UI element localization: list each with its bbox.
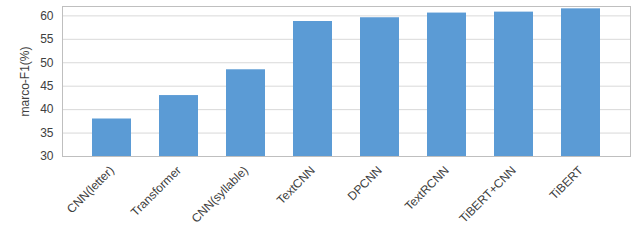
svg-text:TextRCNN: TextRCNN [402,163,452,213]
svg-text:DPCNN: DPCNN [345,163,385,203]
svg-text:60: 60 [40,9,54,23]
svg-text:50: 50 [40,56,54,70]
svg-text:marco-F1(%): marco-F1(%) [18,46,32,116]
svg-text:TiBERT+CNN: TiBERT+CNN [456,163,518,225]
svg-text:TiBERT: TiBERT [547,163,587,203]
svg-text:30: 30 [40,149,54,163]
svg-text:Transformer: Transformer [128,163,184,219]
svg-text:55: 55 [40,32,54,46]
svg-text:CNN(syllable): CNN(syllable) [189,163,251,225]
svg-text:45: 45 [40,79,54,93]
svg-text:40: 40 [40,102,54,116]
svg-text:TextCNN: TextCNN [274,163,318,207]
svg-text:CNN(letter): CNN(letter) [64,163,117,216]
svg-text:35: 35 [40,126,54,140]
